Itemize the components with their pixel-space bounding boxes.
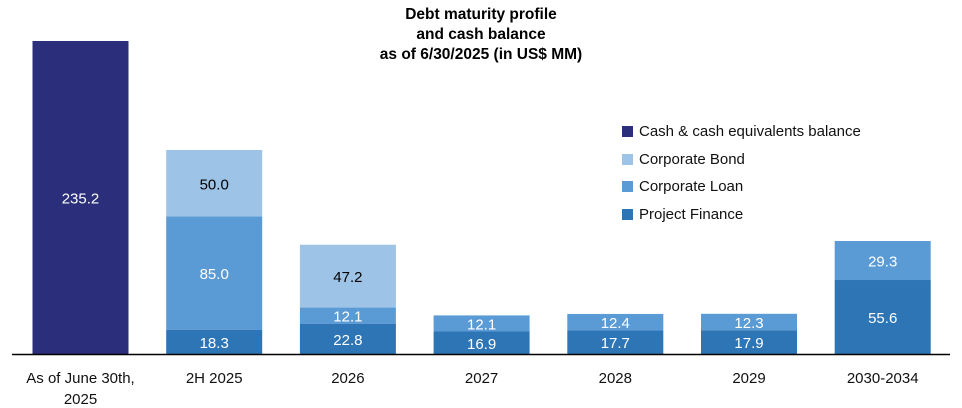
legend-swatch — [622, 153, 633, 165]
bar-segment — [299, 307, 396, 324]
x-tick-label: As of June 30th, — [26, 370, 134, 387]
data-label: 12.1 — [333, 309, 362, 326]
legend-label: Corporate Bond — [639, 150, 745, 168]
x-tick-label: 2027 — [465, 370, 498, 387]
chart-legend: Cash & cash equivalents balance Corporate… — [622, 118, 861, 228]
chart-title-line: Debt maturity profile — [405, 6, 557, 23]
data-label: 16.9 — [467, 336, 496, 353]
legend-swatch — [622, 126, 633, 138]
bar-segment — [433, 331, 530, 354]
bar-segment — [299, 244, 396, 308]
legend-label: Project Finance — [639, 205, 744, 223]
legend-item: Project Finance — [622, 201, 861, 229]
data-label: 29.3 — [868, 254, 897, 271]
data-label: 12.4 — [601, 315, 630, 332]
bar-segment — [166, 329, 263, 354]
data-label: 17.9 — [734, 335, 763, 352]
bar-segment — [299, 323, 396, 354]
legend-item: Corporate Loan — [622, 173, 861, 201]
bar-segment — [567, 313, 664, 331]
data-label: 85.0 — [200, 266, 229, 283]
data-label: 50.0 — [200, 176, 229, 193]
legend-swatch — [622, 208, 633, 220]
bar-segment — [701, 330, 797, 354]
bar-segment — [834, 241, 931, 281]
bar-segment — [567, 330, 664, 354]
x-tick-label: 2H 2025 — [186, 370, 243, 387]
x-tick-label: 2026 — [331, 370, 364, 387]
data-label: 22.8 — [333, 332, 362, 349]
data-label: 55.6 — [868, 310, 897, 327]
legend-item: Corporate Bond — [622, 146, 861, 174]
bar-segment — [834, 280, 931, 354]
bar-segment — [166, 216, 263, 330]
data-label: 47.2 — [333, 269, 362, 286]
data-label: 12.1 — [467, 316, 496, 333]
bar-segment — [433, 315, 530, 332]
bar-segment — [166, 149, 263, 217]
bar-segment — [701, 313, 797, 331]
x-tick-label: 2030-2034 — [847, 370, 919, 387]
x-tick-label: 2025 — [64, 391, 97, 408]
legend-swatch — [622, 181, 633, 193]
legend-label: Cash & cash equivalents balance — [639, 123, 861, 141]
data-label: 17.7 — [601, 335, 630, 352]
legend-item: Cash & cash equivalents balance — [622, 118, 861, 146]
bar-segment — [32, 41, 129, 354]
x-tick-label: 2029 — [732, 370, 765, 387]
legend-label: Corporate Loan — [639, 178, 744, 196]
data-label: 18.3 — [200, 335, 229, 352]
chart-title-line: as of 6/30/2025 (in US$ MM) — [379, 46, 583, 63]
chart-title: Debt maturity profile and cash balance a… — [0, 5, 962, 65]
data-label: 12.3 — [734, 315, 763, 332]
chart-title-line: and cash balance — [416, 26, 546, 43]
x-tick-label: 2028 — [599, 370, 632, 387]
data-label: 235.2 — [62, 191, 100, 208]
